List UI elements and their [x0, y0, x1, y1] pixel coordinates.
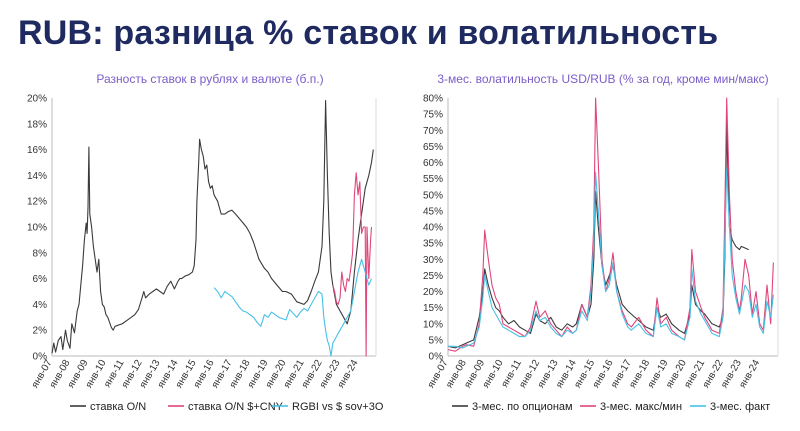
y-tick-label: 75% [423, 110, 443, 121]
y-tick-label: 12% [27, 197, 47, 208]
y-tick-label: 70% [423, 126, 443, 137]
y-tick-label: 80% [423, 94, 443, 105]
series-line-2 [332, 172, 373, 357]
legend-label: 3-мес. макс/мин [600, 401, 682, 413]
y-tick-label: 16% [27, 145, 47, 156]
y-tick-label: 65% [423, 142, 443, 153]
y-tick-label: 55% [423, 174, 443, 185]
y-tick-label: 2% [33, 326, 48, 337]
y-tick-label: 25% [423, 271, 443, 282]
series-line-3 [213, 258, 373, 357]
y-tick-label: 50% [423, 190, 443, 201]
y-tick-label: 20% [27, 94, 47, 105]
y-tick-label: 8% [33, 248, 48, 259]
y-tick-label: 20% [423, 287, 443, 298]
y-tick-label: 45% [423, 206, 443, 217]
y-tick-label: 15% [423, 303, 443, 314]
y-tick-label: 30% [423, 255, 443, 266]
y-tick-label: 18% [27, 119, 47, 130]
y-tick-label: 0% [429, 352, 444, 363]
chart-title-volatility: 3-мес. волатильность USD/RUB (% за год, … [437, 72, 769, 86]
y-tick-label: 60% [423, 158, 443, 169]
legend-label: 3-мес. факт [710, 401, 770, 413]
y-tick-label: 6% [33, 274, 48, 285]
series-line-1 [51, 100, 374, 354]
legend-label: 3-мес. по опционам [472, 401, 573, 413]
legend-label: ставка O/N $+CNY [188, 401, 284, 413]
y-tick-label: 5% [429, 335, 444, 346]
page-title: RUB: разница % ставок и волатильность [18, 14, 719, 52]
y-tick-label: 35% [423, 239, 443, 250]
y-tick-label: 0% [33, 352, 48, 363]
y-tick-label: 14% [27, 171, 47, 182]
legend-label: ставка O/N [90, 401, 146, 413]
y-tick-label: 4% [33, 300, 48, 311]
legend-label: RGBI vs $ sov+3O [292, 401, 384, 413]
y-tick-label: 10% [27, 223, 47, 234]
y-tick-label: 40% [423, 223, 443, 234]
series-line-3 [448, 168, 774, 349]
y-tick-label: 10% [423, 319, 443, 330]
chart-title-rate-diff: Разность ставок в рублях и валюте (б.п.) [96, 72, 324, 86]
series-line-2 [447, 97, 774, 352]
